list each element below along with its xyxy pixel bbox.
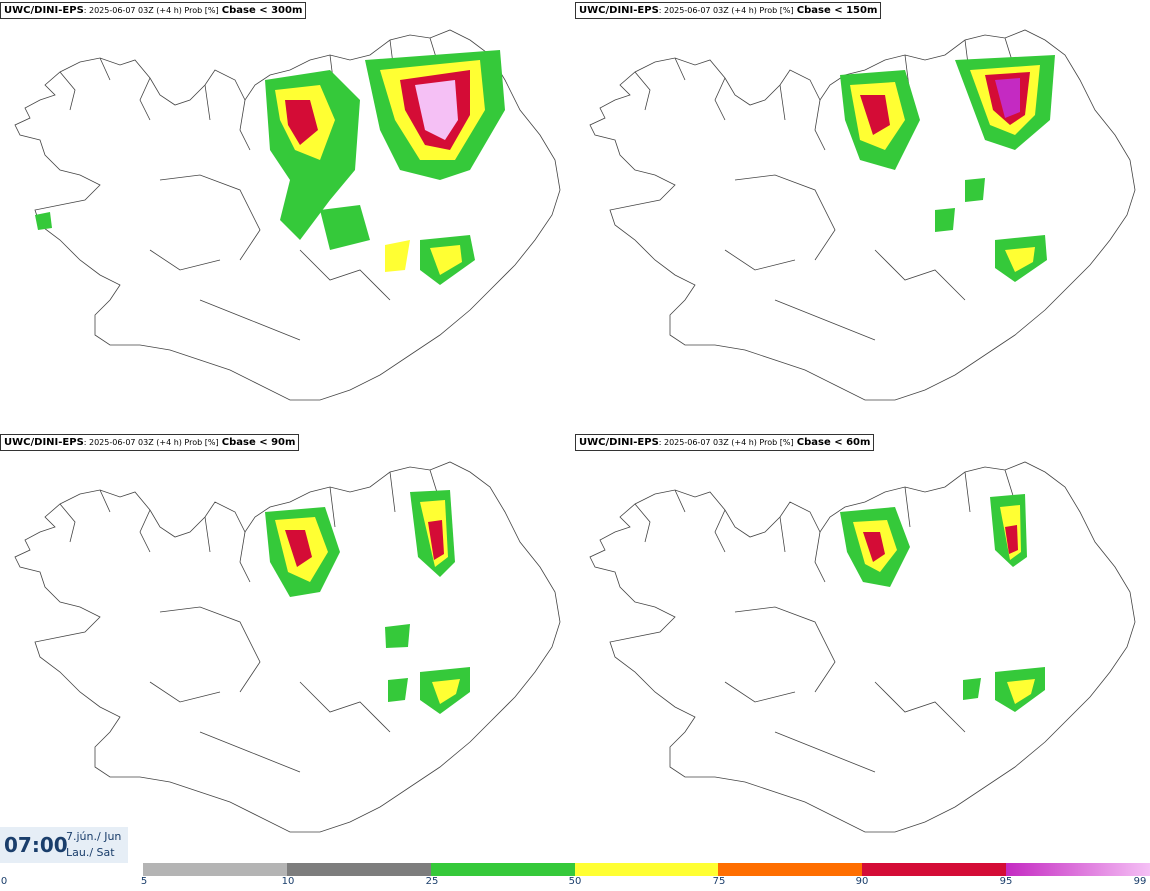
threshold-label: Cbase < 90m	[221, 437, 296, 448]
colorbar-tick: 95	[999, 876, 1013, 887]
colorbar-tick: 50	[568, 876, 582, 887]
panel-title: UWC/DINI-EPS: 2025-06-07 03Z (+4 h) Prob…	[0, 2, 307, 19]
panel-title: UWC/DINI-EPS: 2025-06-07 03Z (+4 h) Prob…	[575, 434, 875, 451]
colorbar-segment-25-50	[431, 863, 575, 876]
iceland-map	[14, 461, 561, 833]
panel-title: UWC/DINI-EPS: 2025-06-07 03Z (+4 h) Prob…	[0, 434, 300, 451]
valid-hour: 07:00	[4, 833, 68, 857]
model-name: UWC/DINI-EPS	[4, 5, 84, 16]
probability-colorbar	[143, 863, 1150, 876]
colorbar-tick: 10	[281, 876, 295, 887]
valid-time-box: 07:00 7.jún./ Jun Lau./ Sat	[0, 827, 128, 863]
model-name: UWC/DINI-EPS	[579, 5, 659, 16]
colorbar-tick: 75	[712, 876, 726, 887]
map-panel-300m: UWC/DINI-EPS: 2025-06-07 03Z (+4 h) Prob…	[0, 0, 575, 432]
valid-day: Lau./ Sat	[66, 846, 115, 859]
colorbar-segment-5-10	[143, 863, 287, 876]
colorbar-segment-90-95	[862, 863, 1006, 876]
iceland-map	[589, 29, 1136, 401]
valid-date: 7.jún./ Jun	[66, 830, 122, 843]
colorbar-tick: 0	[0, 876, 8, 887]
colorbar-tick: 5	[140, 876, 148, 887]
colorbar-segment-75-90	[718, 863, 862, 876]
map-panel-150m: UWC/DINI-EPS: 2025-06-07 03Z (+4 h) Prob…	[575, 0, 1150, 432]
run-info: : 2025-06-07 03Z (+4 h) Prob [%]	[658, 6, 794, 15]
run-info: : 2025-06-07 03Z (+4 h) Prob [%]	[83, 438, 219, 447]
run-info: : 2025-06-07 03Z (+4 h) Prob [%]	[658, 438, 794, 447]
colorbar-tick: 25	[425, 876, 439, 887]
map-panel-90m: UWC/DINI-EPS: 2025-06-07 03Z (+4 h) Prob…	[0, 432, 575, 864]
colorbar-tick: 99	[1133, 876, 1147, 887]
iceland-map	[14, 29, 561, 401]
panel-title: UWC/DINI-EPS: 2025-06-07 03Z (+4 h) Prob…	[575, 2, 882, 19]
colorbar-tick: 90	[855, 876, 869, 887]
colorbar-segment-95-99	[1006, 863, 1150, 876]
model-name: UWC/DINI-EPS	[579, 437, 659, 448]
model-name: UWC/DINI-EPS	[4, 437, 84, 448]
colorbar-segment-10-25	[287, 863, 431, 876]
iceland-map	[589, 461, 1136, 833]
colorbar-segment-50-75	[575, 863, 718, 876]
threshold-label: Cbase < 150m	[796, 5, 878, 16]
threshold-label: Cbase < 60m	[796, 437, 871, 448]
run-info: : 2025-06-07 03Z (+4 h) Prob [%]	[83, 6, 219, 15]
map-panel-60m: UWC/DINI-EPS: 2025-06-07 03Z (+4 h) Prob…	[575, 432, 1150, 864]
threshold-label: Cbase < 300m	[221, 5, 303, 16]
